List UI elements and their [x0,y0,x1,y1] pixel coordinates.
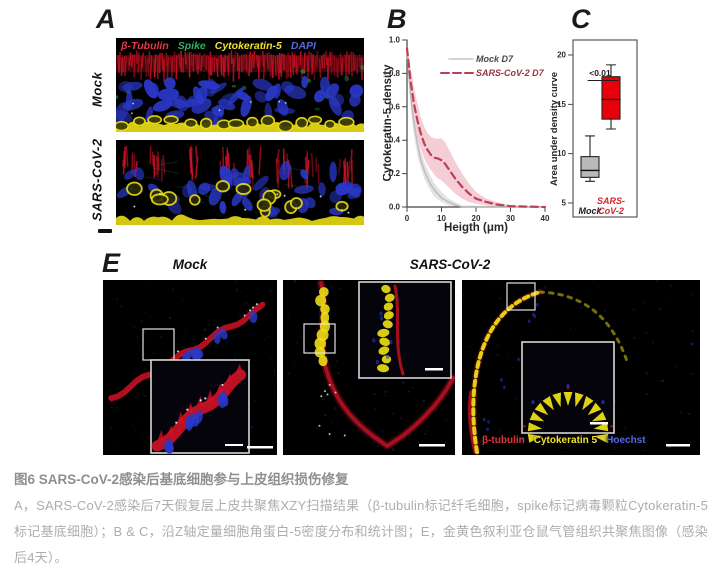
caption-body: A，SARS-CoV-2感染后7天假复层上皮共聚焦XZY扫描结果（β-tubul… [14,498,708,565]
svg-text:0.6: 0.6 [389,102,401,111]
svg-text:20: 20 [557,51,566,60]
svg-text:Mock: Mock [578,206,602,216]
svg-text:1.0: 1.0 [389,36,401,45]
svg-text:SARS-: SARS- [597,196,625,206]
micrograph-e-mock-art [103,280,277,455]
stain-legend-panel-a: β-Tubulin Spike Cytokeratin-5 DAPI [121,40,362,52]
svg-text:20: 20 [472,214,481,223]
micrograph-a-sars-art [116,140,364,225]
cropped-panel-d-mark [98,229,112,233]
svg-text:0.0: 0.0 [389,203,401,212]
panel-b-label: B [387,4,407,34]
micrograph-e-sars-2: β-tubulin Cytokeratin 5 Hoechst [462,280,700,455]
cytokeratin-density-line-chart: 0.0 0.2 0.4 0.6 0.8 1.0 0 10 20 30 40 Mock D7 SARS-C… [383,36,550,235]
micrograph-a-mock: β-Tubulin Spike Cytokeratin-5 DAPI [116,38,364,132]
panel-c-label: C [571,4,591,34]
svg-text:Area under density curve: Area under density curve [550,72,560,186]
stain-label-2: Cytokeratin-5 [214,40,282,52]
stain-label-3: DAPI [290,40,316,52]
svg-text:<0.01: <0.01 [589,68,611,78]
stain-label-1: Cytokeratin 5 [533,435,598,446]
svg-text:0: 0 [405,214,410,223]
stain-label-2: Hoechst [606,435,646,446]
caption-title: 图6 SARS-CoV-2感染后基底细胞参与上皮组织损伤修复 [14,472,349,487]
stain-legend-panel-e: β-tubulin Cytokeratin 5 Hoechst [482,435,646,446]
stain-label-0: β-Tubulin [121,40,169,52]
svg-text:30: 30 [506,214,515,223]
micrograph-e-mock [103,280,277,455]
panel-e-col-label-sars: SARS-CoV-2 [409,257,491,272]
svg-text:40: 40 [541,214,550,223]
svg-text:15: 15 [557,100,566,109]
panel-a-row-label-sars: SARS-CoV-2 [89,138,105,222]
micrograph-a-sars [116,140,364,225]
svg-text:0.8: 0.8 [389,69,401,78]
svg-text:CoV-2: CoV-2 [598,206,624,216]
stain-label-0: β-tubulin [482,435,525,446]
micrograph-e-sars-1 [283,280,455,455]
svg-text:0.4: 0.4 [389,136,401,145]
svg-text:Heigth (μm): Heigth (μm) [444,222,508,234]
panel-e-label: E [102,248,121,278]
svg-text:SARS-CoV-2 D7: SARS-CoV-2 D7 [476,68,545,78]
svg-text:10: 10 [437,214,446,223]
micrograph-e-sars-1-art [283,280,455,455]
svg-text:10: 10 [557,149,566,158]
svg-text:5: 5 [562,199,567,208]
svg-text:Cytokeratin-5 density: Cytokeratin-5 density [383,64,394,182]
stain-label-1: Spike [177,40,206,52]
panel-a-row-label-mock: Mock [89,71,105,107]
svg-text:0.2: 0.2 [389,169,401,178]
panel-e-col-label-mock: Mock [172,257,208,272]
micrograph-a-mock-art [116,38,364,132]
panel-a-label: A [96,4,116,34]
figure-caption: 图6 SARS-CoV-2感染后基底细胞参与上皮组织损伤修复 A，SARS-Co… [14,470,708,571]
svg-text:Mock D7: Mock D7 [476,54,514,64]
micrograph-e-sars-2-art [462,280,700,455]
